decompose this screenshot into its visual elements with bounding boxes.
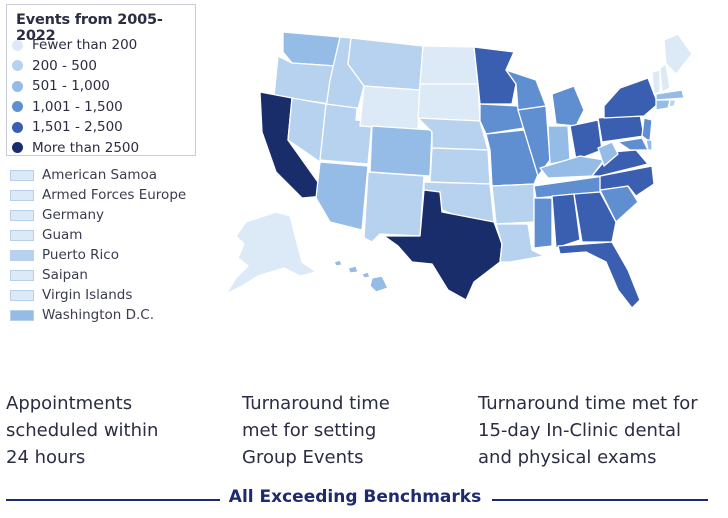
territory-swatch bbox=[10, 309, 34, 321]
territory-label: Virgin Islands bbox=[42, 287, 133, 303]
legend-item: 200 - 500 bbox=[12, 57, 97, 75]
state-north-carolina bbox=[599, 165, 655, 197]
state-kansas bbox=[429, 147, 491, 185]
state-louisiana bbox=[495, 223, 545, 263]
territory-item: Virgin Islands bbox=[10, 286, 132, 304]
territory-item: Saipan bbox=[10, 266, 88, 284]
state-mississippi bbox=[533, 197, 553, 249]
state-arkansas bbox=[491, 183, 535, 225]
state-ohio bbox=[569, 119, 603, 161]
territory-label: Washington D.C. bbox=[42, 307, 155, 323]
territory-swatch bbox=[10, 189, 34, 201]
state-new-hampshire bbox=[659, 63, 671, 93]
footer-rule-right bbox=[492, 499, 708, 501]
territory-label: American Samoa bbox=[42, 167, 158, 183]
state-georgia bbox=[573, 191, 617, 243]
stat-group-events: Turnaround time met for setting Group Ev… bbox=[242, 393, 390, 468]
territory-label: Guam bbox=[42, 227, 83, 243]
legend: Events from 2005-2022 bbox=[6, 4, 196, 156]
state-wyoming bbox=[359, 85, 421, 131]
legend-label: More than 2500 bbox=[32, 139, 140, 156]
state-new-york bbox=[603, 77, 659, 119]
legend-label: Fewer than 200 bbox=[32, 37, 138, 53]
territory-item: Guam bbox=[10, 226, 82, 244]
state-rhode-island bbox=[668, 99, 677, 108]
state-west-virginia bbox=[597, 141, 619, 167]
territory-label: Saipan bbox=[42, 267, 88, 283]
state-texas bbox=[383, 189, 503, 301]
territory-item: Germany bbox=[10, 206, 104, 224]
state-colorado bbox=[369, 125, 433, 177]
state-washington bbox=[282, 31, 341, 67]
territory-item: Armed Forces Europe bbox=[10, 186, 186, 204]
territory-swatch bbox=[10, 229, 34, 241]
legend-item: Fewer than 200 bbox=[12, 36, 137, 54]
territory-swatch bbox=[10, 289, 34, 301]
territory-swatch bbox=[10, 269, 34, 281]
territory-swatch bbox=[10, 249, 34, 261]
territory-item: Washington D.C. bbox=[10, 306, 154, 324]
footer-rule-left bbox=[6, 499, 220, 501]
legend-label: 501 - 1,000 bbox=[32, 78, 110, 94]
state-delaware bbox=[645, 139, 653, 151]
territory-label: Germany bbox=[42, 207, 105, 223]
territory-label: Puerto Rico bbox=[42, 247, 119, 263]
state-massachusetts bbox=[655, 89, 685, 101]
legend-swatch bbox=[12, 60, 23, 71]
footer-banner: All Exceeding Benchmarks bbox=[228, 487, 482, 507]
state-maryland bbox=[617, 137, 649, 151]
territory-swatch bbox=[10, 209, 34, 221]
state-vermont bbox=[651, 69, 661, 95]
state-indiana bbox=[547, 125, 571, 165]
state-minnesota bbox=[473, 46, 517, 105]
legend-title: Events from 2005-2022 bbox=[16, 12, 163, 44]
state-connecticut bbox=[655, 99, 671, 111]
territory-swatch bbox=[10, 169, 34, 181]
legend-item: 1,501 - 2,500 bbox=[12, 118, 123, 136]
legend-swatch bbox=[12, 142, 23, 153]
state-north-dakota bbox=[419, 45, 479, 85]
stat-appointments: Appointments scheduled within 24 hours bbox=[6, 393, 159, 468]
legend-label: 1,501 - 2,500 bbox=[32, 119, 123, 135]
legend-item: 1,001 - 1,500 bbox=[12, 98, 123, 116]
state-hawaii bbox=[333, 259, 389, 293]
state-florida bbox=[557, 241, 641, 309]
territory-item: American Samoa bbox=[10, 166, 157, 184]
legend-label: 1,001 - 1,500 bbox=[32, 98, 123, 115]
legend-label: 200 - 500 bbox=[32, 57, 97, 74]
legend-swatch bbox=[12, 39, 23, 51]
legend-item: 501 - 1,000 bbox=[12, 77, 110, 95]
state-south-dakota bbox=[417, 83, 481, 122]
state-alabama bbox=[551, 193, 581, 249]
legend-swatch bbox=[12, 121, 23, 133]
territory-item: Puerto Rico bbox=[10, 246, 119, 264]
state-iowa bbox=[479, 103, 525, 135]
legend-swatch bbox=[12, 101, 23, 112]
stat-dental-physical: Turnaround time met for 15-day In-Clinic… bbox=[478, 393, 698, 468]
state-new-jersey bbox=[641, 117, 653, 143]
legend-swatch bbox=[12, 80, 23, 92]
state-arizona bbox=[315, 161, 369, 231]
legend-item: More than 2500 bbox=[12, 139, 139, 157]
territory-label: Armed Forces Europe bbox=[42, 187, 187, 203]
state-maine bbox=[663, 33, 693, 75]
state-new-mexico bbox=[363, 171, 425, 243]
state-alaska bbox=[225, 211, 317, 295]
state-michigan bbox=[551, 85, 585, 127]
